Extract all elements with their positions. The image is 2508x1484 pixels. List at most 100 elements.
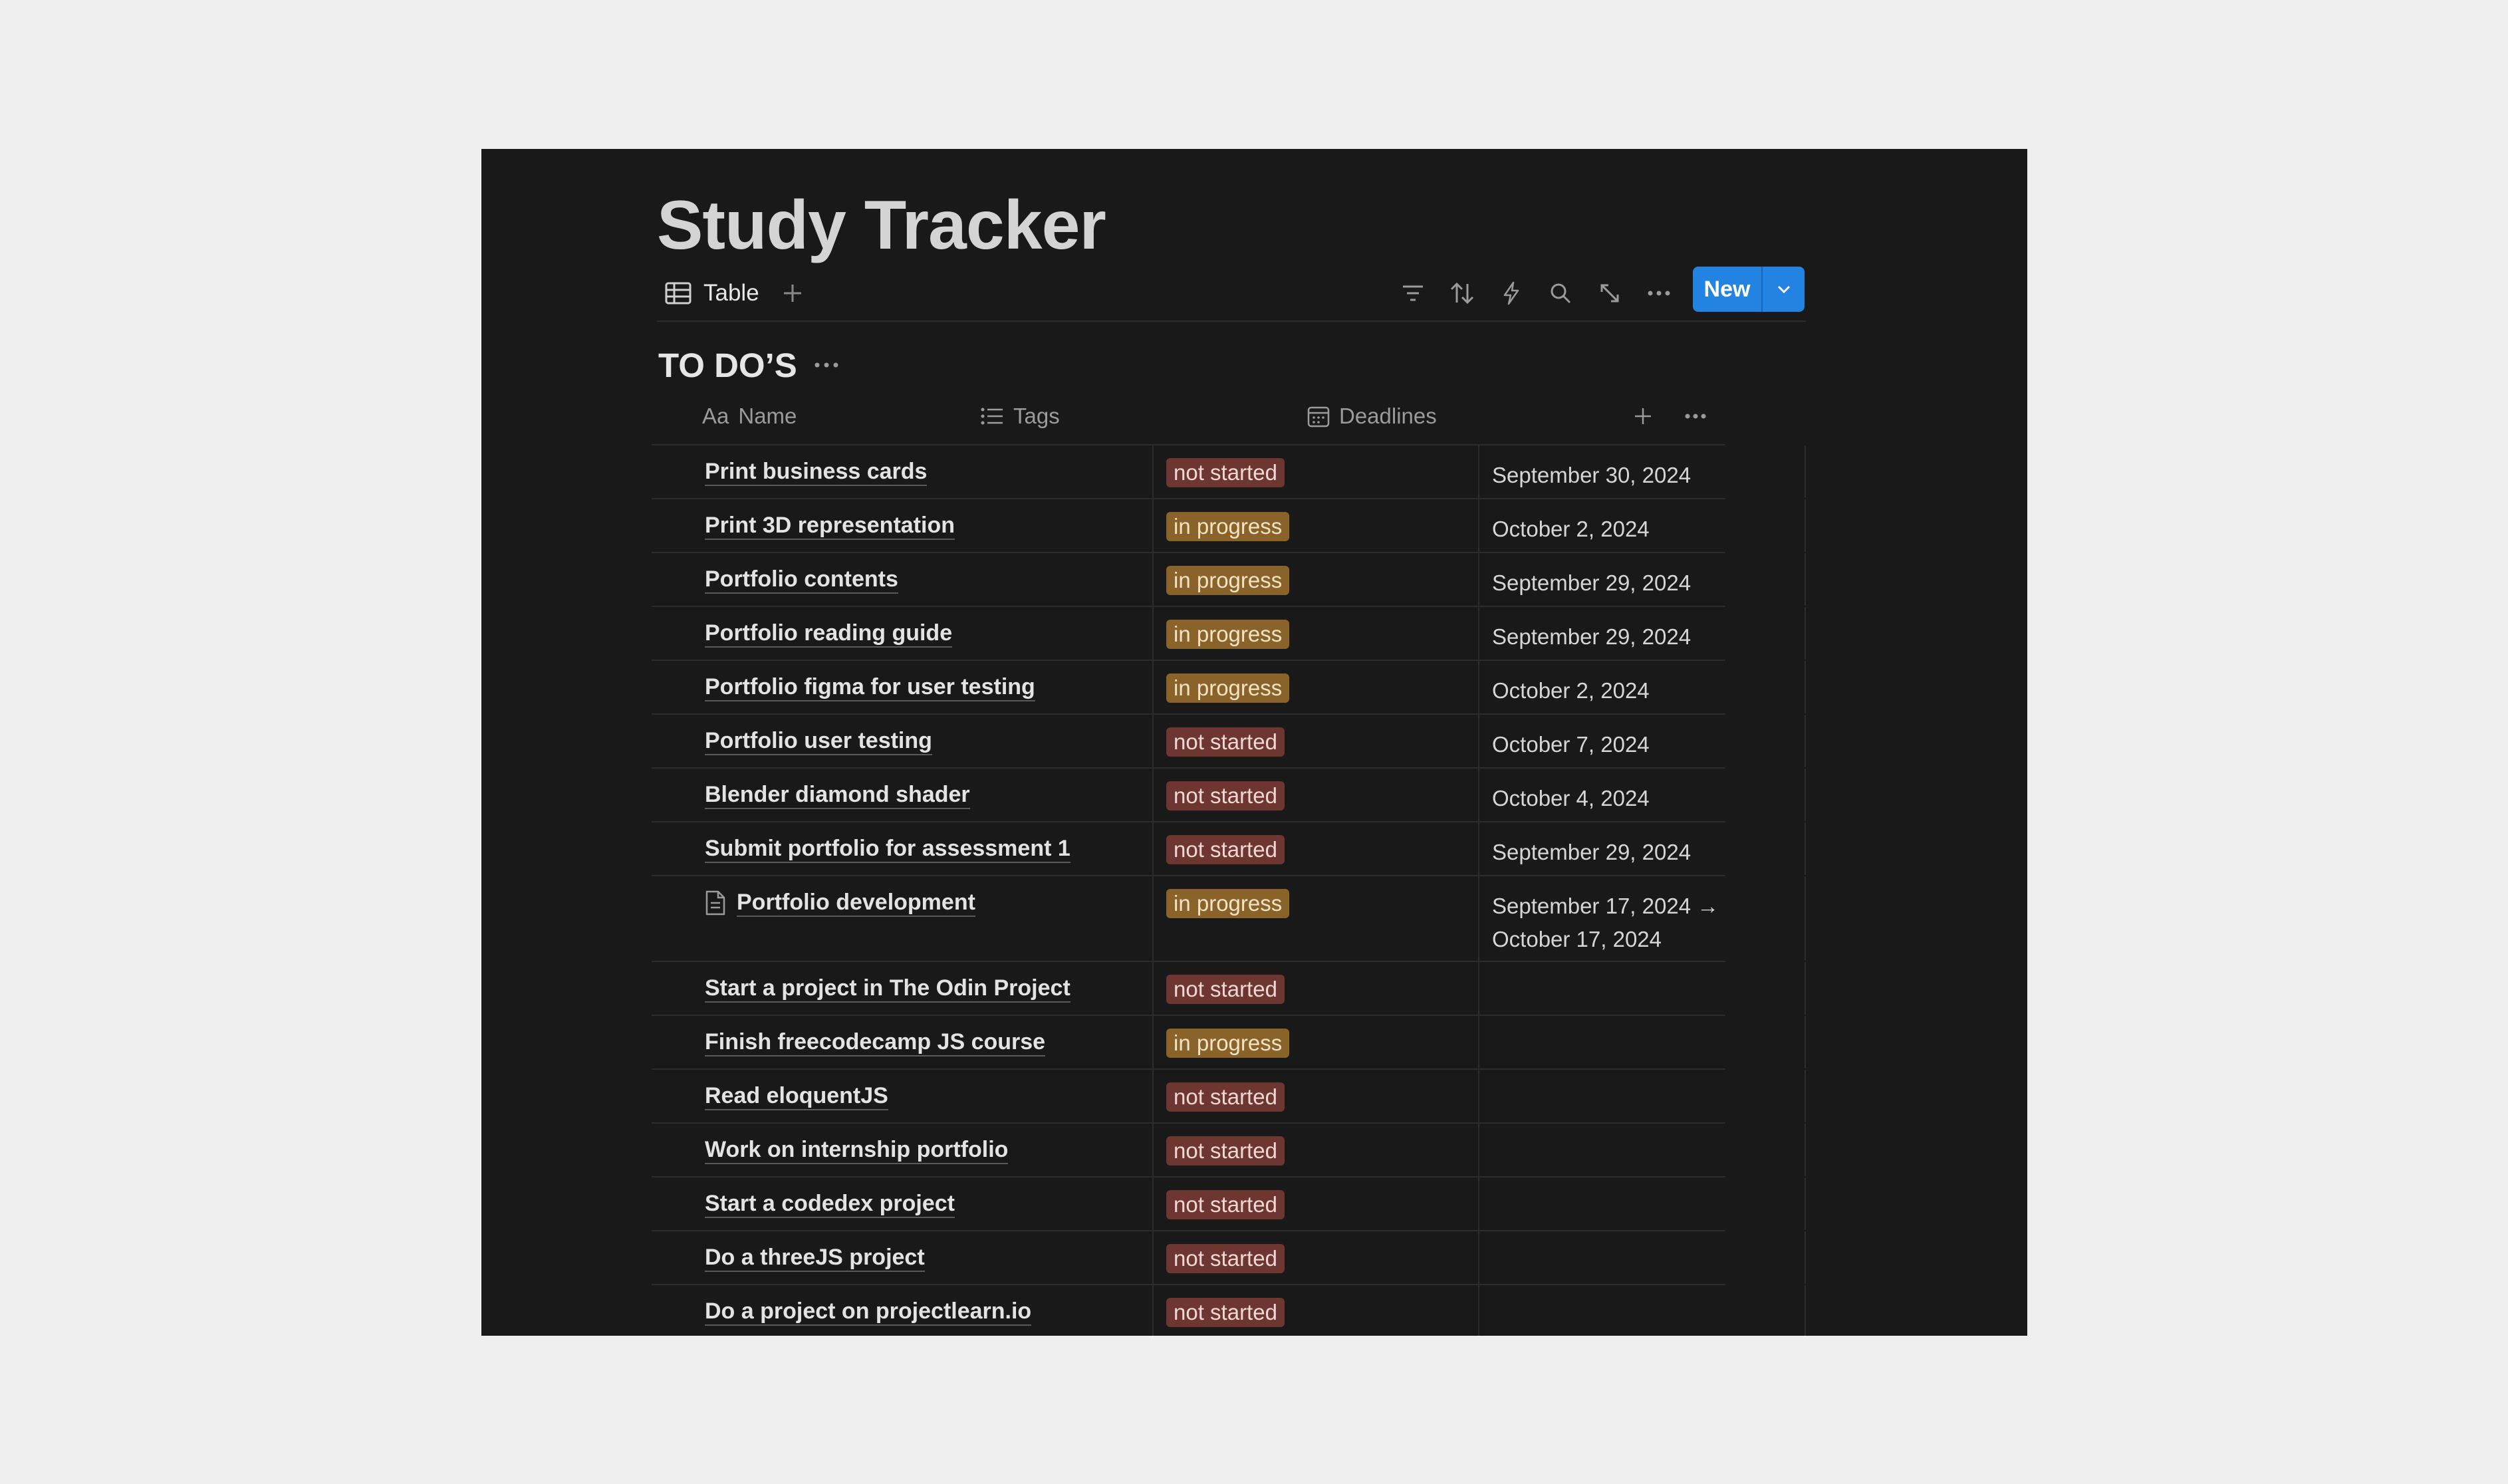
row-title[interactable]: Portfolio contents xyxy=(705,566,898,594)
table-row[interactable]: Blender diamond shader not started October… xyxy=(652,769,1806,822)
column-header-tags[interactable]: Tags xyxy=(980,388,1060,444)
row-title[interactable]: Portfolio user testing xyxy=(705,727,932,755)
cell-name[interactable]: Print business cards xyxy=(705,445,928,498)
status-tag[interactable]: not started xyxy=(1166,781,1285,810)
column-divider xyxy=(1478,876,1479,961)
status-tag[interactable]: in progress xyxy=(1166,512,1290,541)
status-tag[interactable]: not started xyxy=(1166,1082,1285,1112)
tab-table[interactable]: Table xyxy=(665,280,759,307)
deadline-cell[interactable]: September 29, 2024 xyxy=(1492,840,1692,864)
table-row[interactable]: Read eloquentJS not started xyxy=(652,1070,1806,1124)
status-tag[interactable]: in progress xyxy=(1166,620,1290,649)
cell-name[interactable]: Portfolio figma for user testing xyxy=(705,661,1035,713)
row-title[interactable]: Portfolio development xyxy=(737,889,975,917)
table-row[interactable]: Finish freecodecamp JS course in progress xyxy=(652,1016,1806,1070)
deadline-cell[interactable]: September 30, 2024 xyxy=(1492,463,1692,487)
add-property-button[interactable] xyxy=(1633,388,1653,444)
status-tag[interactable]: in progress xyxy=(1166,566,1290,595)
table-row[interactable]: Portfolio figma for user testing in progr… xyxy=(652,661,1806,715)
status-tag[interactable]: in progress xyxy=(1166,889,1290,918)
status-tag[interactable]: not started xyxy=(1166,1190,1285,1219)
row-title[interactable]: Work on internship portfolio xyxy=(705,1136,1009,1164)
table-row[interactable]: Do a threeJS project not started xyxy=(652,1231,1806,1285)
row-title[interactable]: Print business cards xyxy=(705,458,928,486)
status-tag[interactable]: not started xyxy=(1166,1298,1285,1327)
row-title[interactable]: Read eloquentJS xyxy=(705,1082,888,1110)
row-title[interactable]: Portfolio figma for user testing xyxy=(705,674,1035,701)
cell-name[interactable]: Start a project in The Odin Project xyxy=(705,962,1070,1015)
table-row[interactable]: Portfolio contents in progress September 2… xyxy=(652,553,1806,607)
deadline-cell[interactable]: October 7, 2024 xyxy=(1492,732,1650,757)
deadline-cell[interactable]: October 2, 2024 xyxy=(1492,517,1650,541)
sort-button[interactable] xyxy=(1438,269,1487,318)
row-title[interactable]: Blender diamond shader xyxy=(705,781,970,809)
cell-name[interactable]: Portfolio reading guide xyxy=(705,607,953,660)
cell-name[interactable]: Finish freecodecamp JS course xyxy=(705,1016,1046,1068)
new-dropdown-button[interactable] xyxy=(1761,267,1805,312)
new-button[interactable]: New xyxy=(1703,276,1751,302)
table-row[interactable]: Do a project on projectlearn.io not start… xyxy=(652,1285,1806,1336)
table-row[interactable]: Start a codedex project not started xyxy=(652,1177,1806,1231)
column-header-name[interactable]: Aa Name xyxy=(702,388,797,444)
column-divider xyxy=(1805,1070,1806,1122)
filter-button[interactable] xyxy=(1388,269,1438,318)
row-title[interactable]: Do a threeJS project xyxy=(705,1244,925,1272)
status-tag[interactable]: in progress xyxy=(1166,1029,1290,1058)
row-title[interactable]: Submit portfolio for assessment 1 xyxy=(705,835,1070,863)
deadline-cell[interactable]: September 17, 2024 → October 17, 2024 xyxy=(1492,894,1719,951)
table-row[interactable]: Print business cards not started September… xyxy=(652,445,1806,499)
table-row[interactable]: Portfolio user testing not started October… xyxy=(652,715,1806,769)
list-icon xyxy=(980,407,1004,426)
cell-name[interactable]: Portfolio contents xyxy=(705,553,898,606)
cell-name[interactable]: Do a threeJS project xyxy=(705,1231,925,1284)
table-row[interactable]: Start a project in The Odin Project not s… xyxy=(652,962,1806,1016)
automation-button[interactable] xyxy=(1487,269,1536,318)
row-title[interactable]: Start a project in The Odin Project xyxy=(705,975,1070,1003)
status-tag[interactable]: not started xyxy=(1166,1136,1285,1166)
row-title[interactable]: Finish freecodecamp JS course xyxy=(705,1029,1046,1056)
column-divider xyxy=(1805,715,1806,767)
chevron-down-icon xyxy=(1777,285,1791,294)
table-row[interactable]: Work on internship portfolio not started xyxy=(652,1124,1806,1177)
status-tag[interactable]: not started xyxy=(1166,1244,1285,1273)
deadline-cell[interactable]: September 29, 2024 xyxy=(1492,624,1692,649)
deadline-cell[interactable]: October 4, 2024 xyxy=(1492,786,1650,810)
status-tag[interactable]: not started xyxy=(1166,835,1285,864)
status-tag[interactable]: not started xyxy=(1166,458,1285,487)
status-tag[interactable]: in progress xyxy=(1166,674,1290,703)
cell-name[interactable]: Print 3D representation xyxy=(705,499,955,552)
table-row[interactable]: Print 3D representation in progress Octobe… xyxy=(652,499,1806,553)
cell-name[interactable]: Start a codedex project xyxy=(705,1177,955,1230)
cell-name[interactable]: Do a project on projectlearn.io xyxy=(705,1285,1032,1336)
cell-name[interactable]: Portfolio development xyxy=(705,876,975,929)
column-divider xyxy=(1152,499,1154,552)
add-view-button[interactable] xyxy=(782,283,803,304)
cell-name[interactable]: Work on internship portfolio xyxy=(705,1124,1009,1176)
row-title[interactable]: Start a codedex project xyxy=(705,1190,955,1218)
status-tag[interactable]: not started xyxy=(1166,975,1285,1004)
table-row[interactable]: Portfolio reading guide in progress Septem… xyxy=(652,607,1806,661)
deadline-cell[interactable]: October 2, 2024 xyxy=(1492,678,1650,703)
column-divider xyxy=(1478,1070,1479,1122)
table-row[interactable]: Portfolio development in progress Septembe… xyxy=(652,876,1806,962)
column-divider xyxy=(1152,661,1154,713)
column-header-deadlines[interactable]: Deadlines xyxy=(1307,388,1437,444)
column-options-button[interactable] xyxy=(1685,388,1706,444)
cell-name[interactable]: Submit portfolio for assessment 1 xyxy=(705,822,1070,875)
cell-name[interactable]: Blender diamond shader xyxy=(705,769,970,821)
cell-name[interactable]: Portfolio user testing xyxy=(705,715,932,767)
row-title[interactable]: Print 3D representation xyxy=(705,512,955,540)
row-title[interactable]: Portfolio reading guide xyxy=(705,620,953,648)
cell-name[interactable]: Read eloquentJS xyxy=(705,1070,888,1122)
table-row[interactable]: Submit portfolio for assessment 1 not sta… xyxy=(652,822,1806,876)
section-more-button[interactable] xyxy=(815,362,838,368)
new-button-group: New xyxy=(1693,267,1805,312)
expand-button[interactable] xyxy=(1585,269,1634,318)
row-title[interactable]: Do a project on projectlearn.io xyxy=(705,1298,1032,1326)
filter-icon xyxy=(1402,283,1424,303)
deadline-cell[interactable]: September 29, 2024 xyxy=(1492,570,1692,595)
search-button[interactable] xyxy=(1536,269,1585,318)
status-tag[interactable]: not started xyxy=(1166,727,1285,757)
more-button[interactable] xyxy=(1634,269,1684,318)
column-divider xyxy=(1805,445,1806,498)
